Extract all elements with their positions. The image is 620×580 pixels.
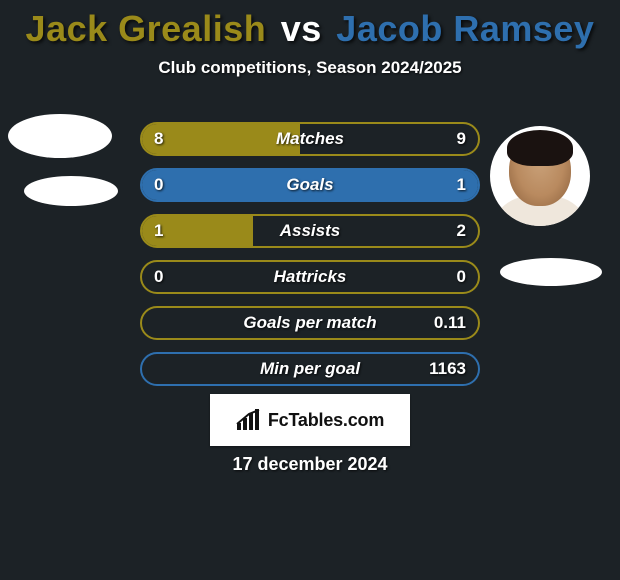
avatar-hair: [507, 130, 573, 166]
stat-value-right: 9: [457, 124, 466, 154]
stat-label: Goals: [142, 170, 478, 200]
stats-panel: 8Matches90Goals11Assists20Hattricks0Goal…: [140, 122, 480, 398]
stat-label: Assists: [142, 216, 478, 246]
stat-label: Min per goal: [142, 354, 478, 384]
stat-label: Hattricks: [142, 262, 478, 292]
stat-label: Goals per match: [142, 308, 478, 338]
brand-box: FcTables.com: [210, 394, 410, 446]
subtitle: Club competitions, Season 2024/2025: [0, 58, 620, 78]
stat-row: Min per goal1163: [140, 352, 480, 386]
player2-avatar: [490, 126, 590, 226]
stat-value-right: 0.11: [434, 308, 466, 338]
player2-shape-bottom: [500, 258, 602, 286]
title-vs: vs: [281, 8, 322, 49]
player2-name: Jacob Ramsey: [336, 8, 594, 49]
comparison-title: Jack Grealish vs Jacob Ramsey: [0, 0, 620, 50]
stat-label: Matches: [142, 124, 478, 154]
player1-shape-top: [8, 114, 112, 158]
stat-row: 0Hattricks0: [140, 260, 480, 294]
stat-value-right: 0: [457, 262, 466, 292]
player1-name: Jack Grealish: [26, 8, 267, 49]
date-text: 17 december 2024: [0, 454, 620, 475]
player1-shape-bottom: [24, 176, 118, 206]
stat-row: 1Assists2: [140, 214, 480, 248]
brand-icon: [236, 409, 262, 431]
stat-value-right: 2: [457, 216, 466, 246]
stat-value-right: 1: [457, 170, 466, 200]
brand-text: FcTables.com: [268, 410, 384, 431]
stat-row: 8Matches9: [140, 122, 480, 156]
stat-row: Goals per match0.11: [140, 306, 480, 340]
infographic-container: Jack Grealish vs Jacob Ramsey Club compe…: [0, 0, 620, 580]
stat-value-right: 1163: [429, 354, 466, 384]
stat-row: 0Goals1: [140, 168, 480, 202]
